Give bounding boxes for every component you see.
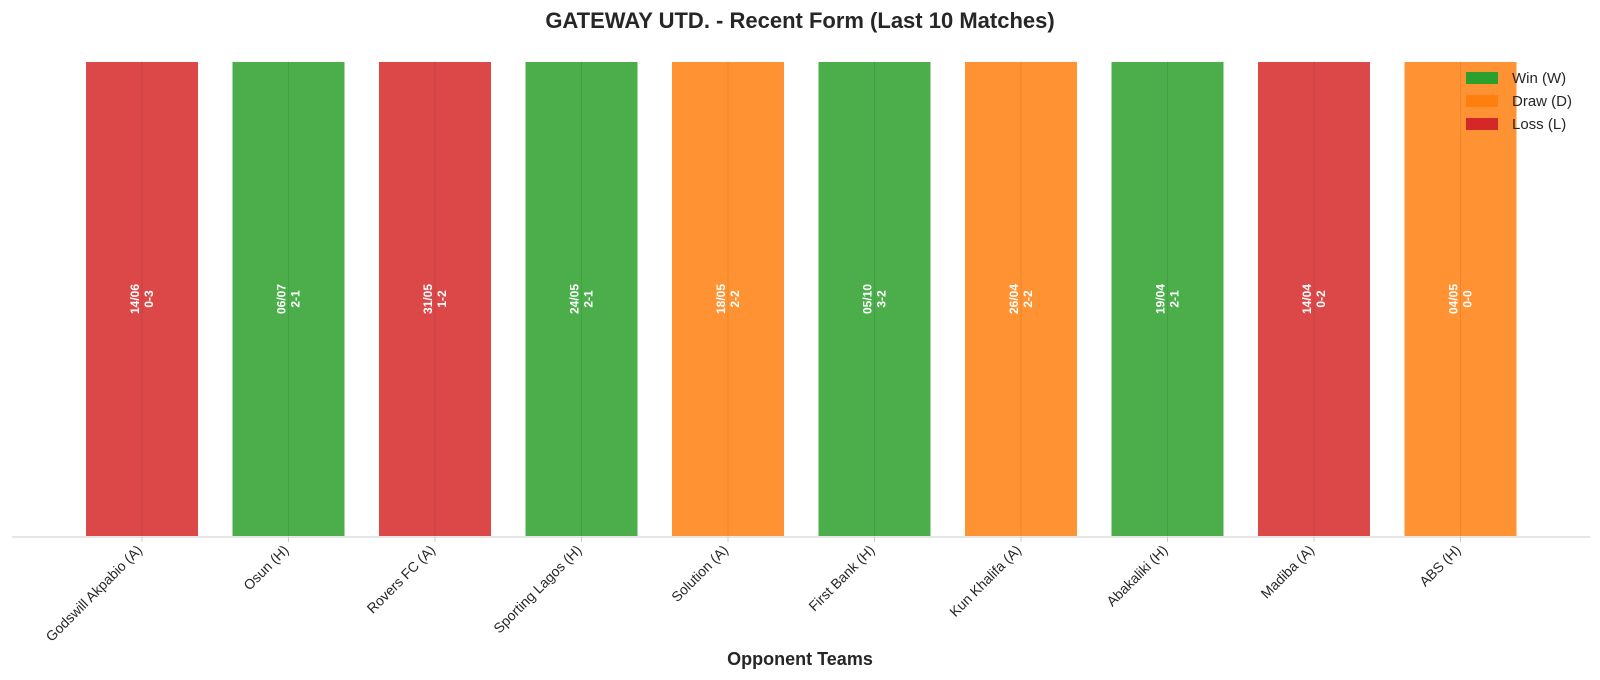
- bar-label: 24/05 2-1: [568, 284, 596, 314]
- bar: [523, 60, 640, 538]
- bar-date-label: 05/10: [861, 284, 875, 314]
- bar-label: 04/05 0-0: [1447, 284, 1475, 314]
- bars-layer: [84, 60, 1519, 538]
- bar: [963, 60, 1079, 538]
- bar-label: 14/06 0-3: [128, 284, 156, 314]
- bar-label: 06/07 2-1: [275, 284, 303, 314]
- x-tick-labels: Godswill Akpabio (A) Osun (H) Rovers FC (A…: [42, 537, 1464, 645]
- x-tick-label: Osun (H): [240, 542, 291, 593]
- legend-swatch: [1466, 72, 1498, 84]
- bar-date-label: 14/04: [1300, 284, 1314, 314]
- bar-date-label: 31/05: [421, 284, 435, 314]
- bar-date-label: 14/06: [128, 284, 142, 314]
- bar: [670, 60, 786, 538]
- bar-label: 31/05 1-2: [421, 284, 449, 314]
- bar-label: 19/04 2-1: [1154, 284, 1182, 314]
- bar-score-label: 2-1: [289, 290, 303, 308]
- bar-score-label: 2-2: [728, 290, 742, 308]
- bar-score-label: 0-3: [142, 290, 156, 308]
- bar-date-label: 18/05: [714, 284, 728, 314]
- x-tick-label: Madiba (A): [1257, 542, 1317, 602]
- bar-date-label: 06/07: [275, 284, 289, 314]
- bar-score-label: 1-2: [435, 290, 449, 308]
- chart-title: GATEWAY UTD. - Recent Form (Last 10 Matc…: [545, 8, 1054, 33]
- bar: [377, 60, 493, 538]
- bar-date-label: 04/05: [1447, 284, 1461, 314]
- x-tick-label: Kun Khalifa (A): [946, 542, 1024, 620]
- bar-date-label: 26/04: [1007, 284, 1021, 314]
- bar-score-label: 3-2: [875, 290, 889, 308]
- bar: [816, 60, 933, 538]
- bar-date-label: 24/05: [568, 284, 582, 314]
- x-axis-label: Opponent Teams: [727, 649, 873, 669]
- bar-labels-layer: 14/06 0-3 06/07 2-1 31/05 1-2 24/05 2-1 18/05 2-2…: [128, 284, 1475, 314]
- bar-date-label: 19/04: [1154, 284, 1168, 314]
- bar-score-label: 2-1: [1168, 290, 1182, 308]
- bar-score-label: 2-2: [1021, 290, 1035, 308]
- x-tick-label: Godswill Akpabio (A): [42, 542, 145, 645]
- bar-label: 26/04 2-2: [1007, 284, 1035, 314]
- bar-label: 05/10 3-2: [861, 284, 889, 314]
- bar-score-label: 0-2: [1314, 290, 1328, 308]
- bar-score-label: 2-1: [582, 290, 596, 308]
- x-tick-label: First Bank (H): [805, 542, 877, 614]
- legend-swatch: [1466, 118, 1498, 130]
- bar-label: 18/05 2-2: [714, 284, 742, 314]
- legend-label: Draw (D): [1512, 93, 1572, 110]
- legend: Win (W) Draw (D) Loss (L): [1466, 70, 1572, 133]
- legend-label: Win (W): [1512, 70, 1566, 87]
- bar-score-label: 0-0: [1461, 290, 1475, 308]
- x-tick-label: Rovers FC (A): [364, 542, 439, 617]
- legend-label: Loss (L): [1512, 116, 1566, 133]
- x-tick-label: Sporting Lagos (H): [490, 542, 584, 636]
- x-tick-label: ABS (H): [1416, 542, 1464, 590]
- x-tick-label: Solution (A): [668, 542, 731, 605]
- bar: [230, 60, 347, 538]
- legend-swatch: [1466, 95, 1498, 107]
- bar: [1109, 60, 1226, 538]
- bar: [1402, 60, 1519, 538]
- bar-label: 14/04 0-2: [1300, 284, 1328, 314]
- bar: [84, 60, 200, 538]
- x-tick-label: Abakaliki (H): [1103, 542, 1170, 609]
